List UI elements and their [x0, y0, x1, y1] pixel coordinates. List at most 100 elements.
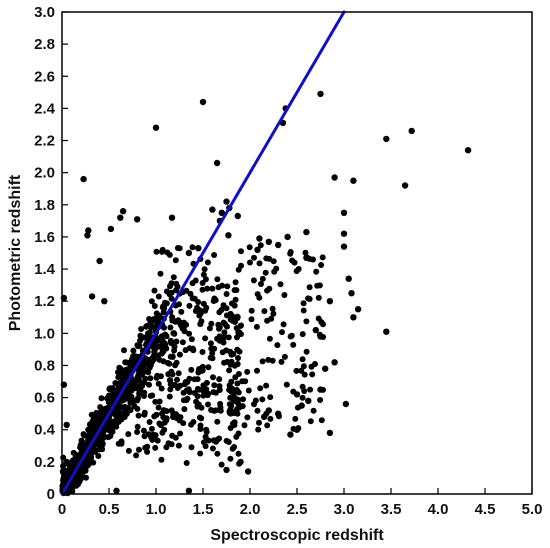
- data-point: [142, 444, 149, 451]
- data-points: [60, 90, 472, 494]
- data-point: [168, 280, 175, 287]
- data-point: [140, 364, 147, 371]
- data-point: [168, 295, 175, 302]
- data-point: [107, 225, 115, 233]
- data-point: [271, 268, 278, 275]
- data-point: [202, 335, 209, 342]
- data-point: [173, 338, 180, 345]
- data-point: [303, 228, 310, 236]
- y-axis-ticks: 0 0.2 0.4 0.6 0.8 1.0 1.2 1.4 1.6 1.8 2.0 2.2 2.4 2.6…: [34, 4, 68, 503]
- data-point: [247, 259, 253, 266]
- data-point: [317, 386, 324, 393]
- data-point: [157, 270, 164, 277]
- data-point: [345, 275, 352, 282]
- data-point: [192, 308, 199, 314]
- data-point: [121, 396, 128, 403]
- data-point: [225, 334, 232, 341]
- data-point: [224, 323, 230, 330]
- data-point: [264, 422, 271, 429]
- data-point: [206, 325, 213, 332]
- data-point: [152, 444, 159, 451]
- data-point: [228, 358, 235, 365]
- data-point: [214, 450, 221, 457]
- data-point: [210, 389, 217, 396]
- data-point: [153, 315, 160, 322]
- data-point: [153, 248, 160, 255]
- y-tick-label: 3.0: [34, 4, 55, 21]
- data-point: [146, 419, 153, 425]
- data-point: [299, 331, 306, 338]
- data-point: [188, 336, 195, 343]
- data-point: [169, 432, 176, 439]
- data-point: [117, 214, 124, 221]
- data-point: [234, 313, 241, 320]
- data-point: [303, 318, 310, 325]
- data-point: [267, 394, 274, 401]
- data-point: [137, 337, 144, 344]
- data-point: [140, 427, 147, 434]
- data-point: [189, 280, 196, 287]
- data-point: [210, 298, 217, 304]
- data-point: [277, 281, 284, 288]
- data-point: [155, 404, 162, 411]
- data-point: [207, 340, 214, 347]
- data-point: [147, 392, 154, 399]
- data-point: [121, 376, 128, 383]
- data-point: [147, 375, 154, 382]
- data-point: [136, 446, 142, 453]
- x-tick-label: 3.0: [334, 501, 355, 518]
- data-point: [188, 366, 195, 373]
- data-point: [158, 350, 165, 357]
- data-point: [185, 487, 193, 494]
- data-point: [147, 319, 154, 326]
- data-point: [97, 434, 104, 441]
- data-point: [123, 410, 130, 417]
- dense-point-cloud: [59, 242, 327, 497]
- data-point: [115, 374, 122, 381]
- data-point: [195, 369, 202, 376]
- data-point: [224, 283, 231, 290]
- data-point: [168, 368, 175, 375]
- data-point: [150, 431, 157, 438]
- data-point: [293, 426, 301, 433]
- data-point: [189, 295, 196, 302]
- data-point: [200, 300, 207, 307]
- data-point: [198, 318, 205, 325]
- data-point: [194, 385, 201, 392]
- data-point: [81, 441, 88, 448]
- data-point: [199, 349, 206, 355]
- y-tick-label: 1.6: [34, 229, 55, 246]
- data-point: [256, 260, 263, 267]
- data-point: [152, 339, 159, 346]
- data-point: [167, 386, 174, 393]
- data-point: [263, 255, 270, 262]
- y-tick-label: 2.0: [34, 165, 55, 182]
- data-point: [159, 429, 166, 436]
- data-point: [259, 358, 266, 365]
- data-point: [316, 282, 323, 289]
- data-point: [134, 423, 141, 430]
- data-point: [172, 257, 179, 264]
- data-point: [182, 347, 189, 354]
- data-point: [269, 305, 276, 312]
- data-point: [174, 283, 181, 290]
- data-point: [88, 293, 96, 300]
- x-tick-label: 5.0: [522, 501, 543, 518]
- data-point: [180, 389, 187, 396]
- x-tick-label: 4.5: [475, 501, 496, 518]
- data-point: [205, 401, 211, 408]
- y-tick-label: 1.4: [34, 261, 56, 278]
- data-point: [228, 388, 235, 395]
- data-point: [350, 314, 357, 321]
- data-point: [203, 429, 210, 435]
- data-point: [195, 299, 202, 305]
- x-tick-label: 0.5: [99, 501, 120, 518]
- data-point: [141, 393, 147, 399]
- data-point: [196, 414, 203, 421]
- data-point: [312, 361, 318, 367]
- data-point: [227, 425, 234, 431]
- data-point: [348, 290, 355, 297]
- data-point: [228, 300, 235, 307]
- data-point: [155, 293, 162, 300]
